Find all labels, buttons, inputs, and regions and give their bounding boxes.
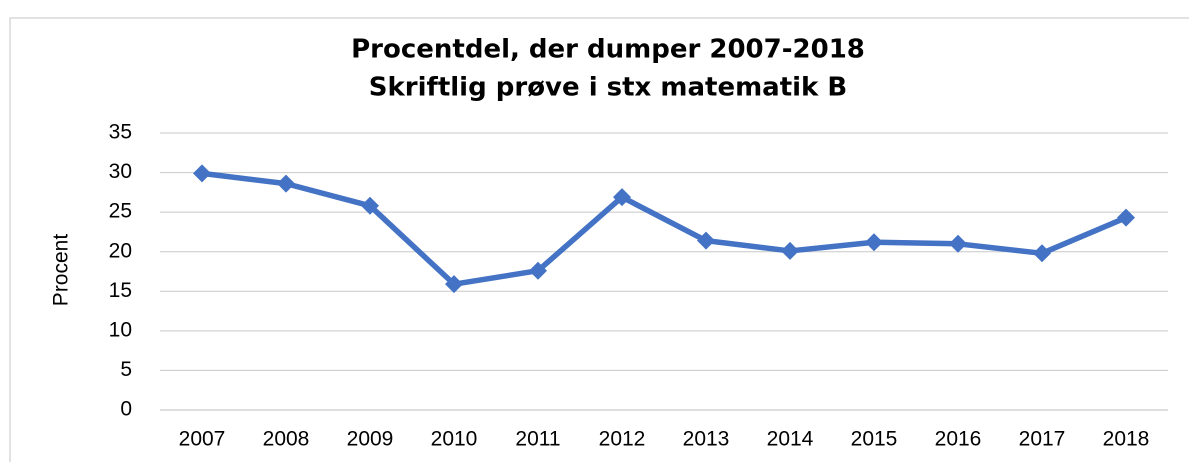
y-axis-label: Procent (50, 234, 73, 307)
x-tick-label: 2017 (1019, 428, 1066, 451)
y-tick-label: 0 (120, 398, 132, 421)
data-point (277, 174, 295, 193)
x-tick-label: 2014 (767, 428, 814, 451)
chart-frame (9, 17, 1189, 462)
data-point (1033, 244, 1051, 263)
data-point (613, 188, 631, 207)
x-tick-label: 2011 (515, 428, 560, 451)
data-point (529, 261, 547, 280)
chart-title: Skriftlig prøve i stx matematik B (369, 73, 847, 103)
y-tick-label: 20 (109, 239, 132, 262)
y-tick-label: 35 (109, 121, 132, 144)
chart-title: Procentdel, der dumper 2007-2018 (351, 35, 865, 65)
x-tick-label: 2008 (263, 428, 310, 451)
x-tick-label: 2013 (683, 428, 730, 451)
x-tick-label: 2010 (431, 428, 478, 451)
x-tick-label: 2009 (347, 428, 394, 451)
x-tick-label: 2015 (851, 428, 898, 451)
data-point (193, 164, 211, 183)
x-tick-label: 2016 (935, 428, 982, 451)
data-point (865, 233, 883, 252)
data-point (1117, 208, 1135, 227)
data-point (361, 196, 379, 215)
data-point (697, 231, 715, 250)
x-tick-label: 2007 (179, 428, 226, 451)
x-tick-label: 2018 (1103, 428, 1150, 451)
data-point (445, 275, 463, 294)
y-tick-label: 5 (120, 358, 132, 381)
y-tick-label: 25 (109, 200, 132, 223)
series-line (201, 170, 1128, 287)
data-point (781, 241, 799, 260)
data-point (949, 234, 967, 253)
y-tick-label: 30 (109, 160, 132, 183)
y-tick-label: 10 (109, 318, 132, 341)
y-tick-label: 15 (109, 279, 132, 302)
x-tick-label: 2012 (599, 428, 646, 451)
